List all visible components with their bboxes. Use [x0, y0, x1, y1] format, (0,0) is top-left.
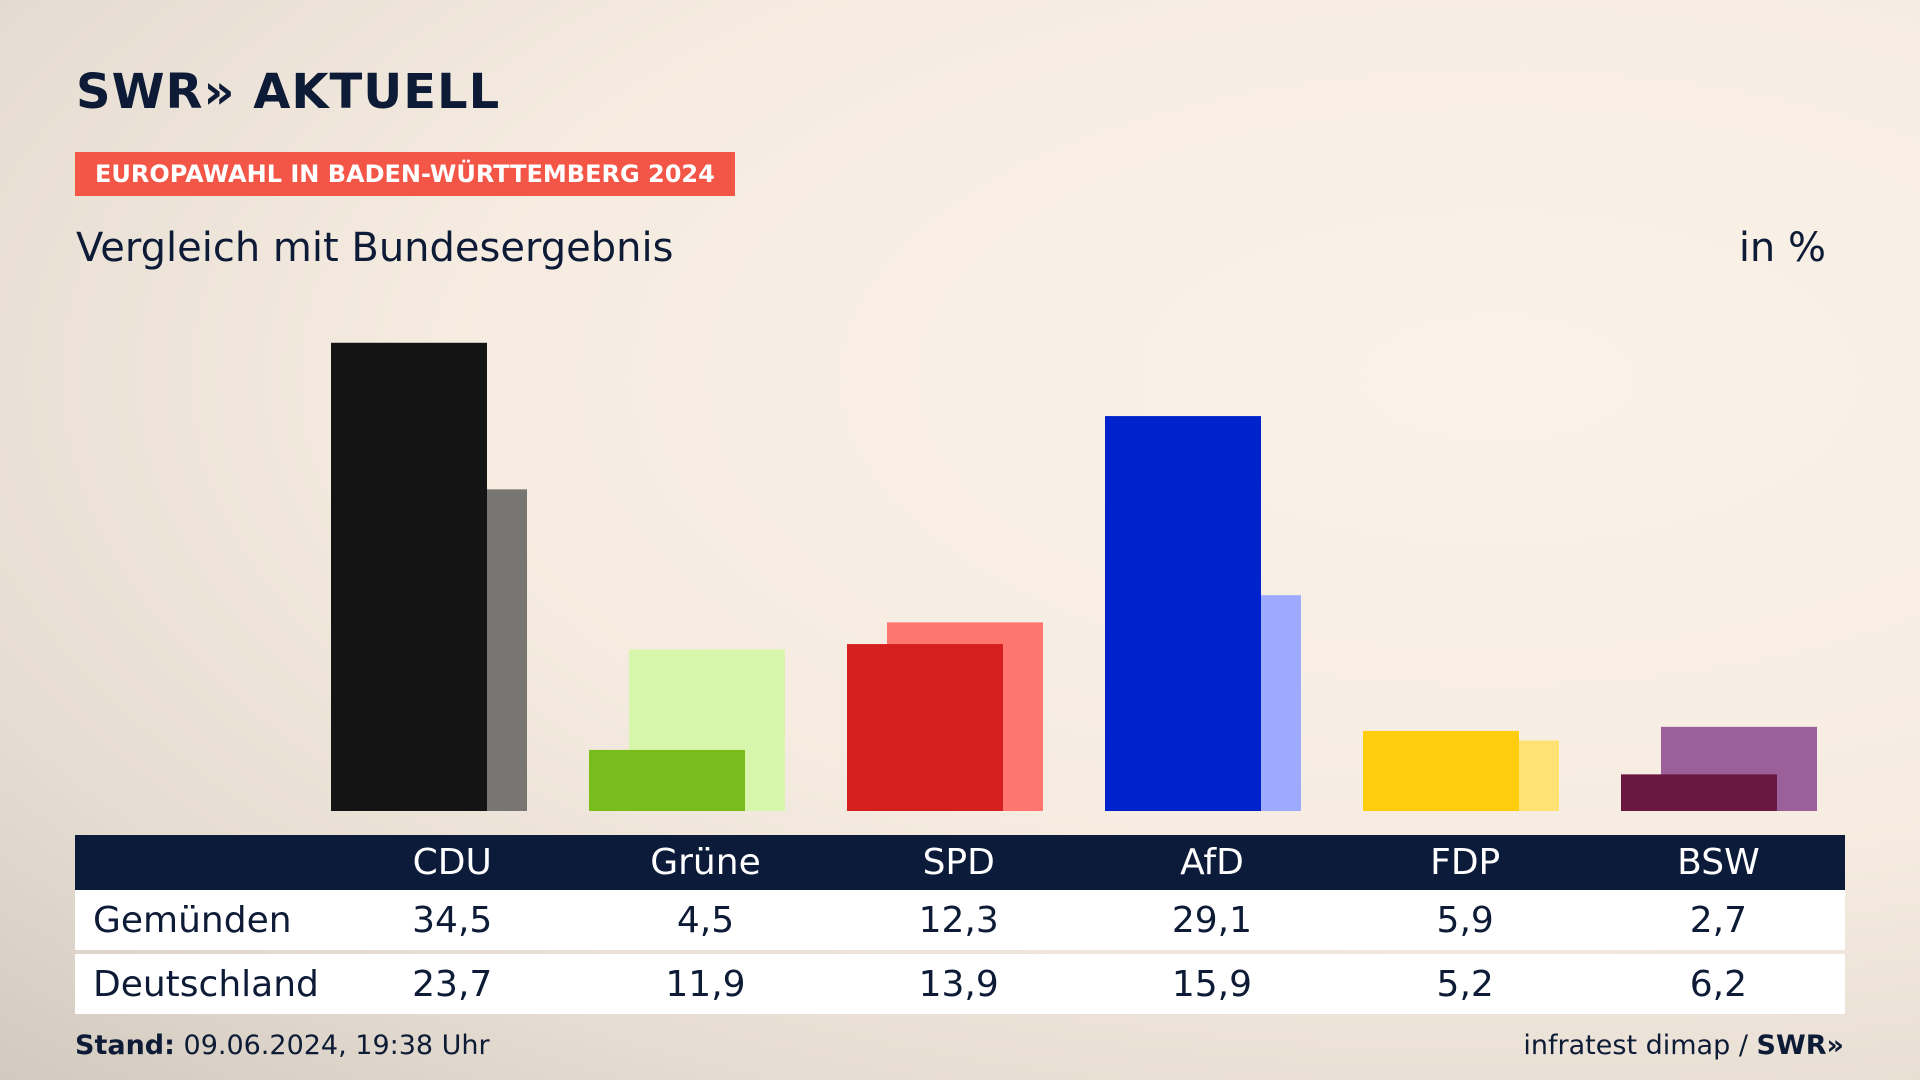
party-header-cdu: CDU: [412, 842, 492, 883]
table-header-row: CDU Grüne SPD AfD FDP BSW: [75, 835, 1845, 890]
results-table: CDU Grüne SPD AfD FDP BSW Gemünden 34,5 …: [75, 835, 1845, 1014]
bar-local-gruene: [589, 749, 745, 811]
party-header-spd: SPD: [922, 842, 995, 883]
value-local-fdp: 5,9: [1436, 899, 1494, 941]
timestamp: Stand: 09.06.2024, 19:38 Uhr: [75, 1030, 490, 1061]
table-row-local: Gemünden 34,5 4,5 12,3 29,1 5,9 2,7: [75, 890, 1845, 950]
party-header-gruene: Grüne: [650, 842, 761, 883]
timestamp-value: 09.06.2024, 19:38 Uhr: [183, 1030, 490, 1061]
value-local-gruene: 4,5: [676, 899, 735, 941]
swr-brand-icon: SWR»: [1756, 1030, 1844, 1061]
bar-local-cdu: [331, 342, 487, 811]
value-national-cdu: 23,7: [412, 963, 493, 1005]
value-local-afd: 29,1: [1171, 899, 1253, 941]
row-label-local: Gemünden: [93, 899, 292, 941]
bar-local-bsw: [1621, 774, 1777, 811]
chart-subtitle: Vergleich mit Bundesergebnis: [76, 225, 674, 271]
source-text: infratest dimap /: [1523, 1030, 1748, 1061]
value-national-fdp: 5,2: [1436, 963, 1494, 1005]
party-header-bsw: BSW: [1677, 842, 1760, 883]
value-local-bsw: 2,7: [1689, 899, 1748, 941]
swr-aktuell-logo: SWR» AKTUELL: [76, 64, 501, 120]
bar-local-spd: [847, 644, 1003, 811]
timestamp-label: Stand:: [75, 1030, 175, 1061]
unit-label: in %: [1738, 225, 1826, 271]
party-header-fdp: FDP: [1430, 842, 1501, 883]
value-national-spd: 13,9: [918, 963, 999, 1005]
row-label-national: Deutschland: [93, 963, 319, 1005]
value-national-bsw: 6,2: [1689, 963, 1748, 1005]
bar-local-fdp: [1363, 730, 1519, 811]
party-header-afd: AfD: [1180, 842, 1244, 883]
value-local-cdu: 34,5: [412, 899, 493, 941]
value-local-spd: 12,3: [918, 899, 999, 941]
value-national-afd: 15,9: [1171, 963, 1253, 1005]
table-row-national: Deutschland 23,7 11,9 13,9 15,9 5,2 6,2: [75, 954, 1845, 1014]
value-national-gruene: 11,9: [665, 963, 746, 1005]
election-badge: EUROPAWAHL IN BADEN-WÜRTTEMBERG 2024: [75, 152, 735, 196]
bar-local-afd: [1105, 416, 1261, 811]
source-credit: infratest dimap / SWR»: [1523, 1030, 1844, 1061]
